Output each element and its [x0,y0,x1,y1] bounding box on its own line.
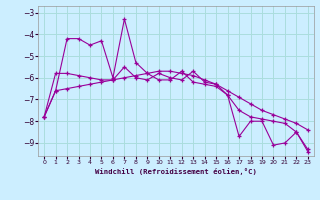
X-axis label: Windchill (Refroidissement éolien,°C): Windchill (Refroidissement éolien,°C) [95,168,257,175]
